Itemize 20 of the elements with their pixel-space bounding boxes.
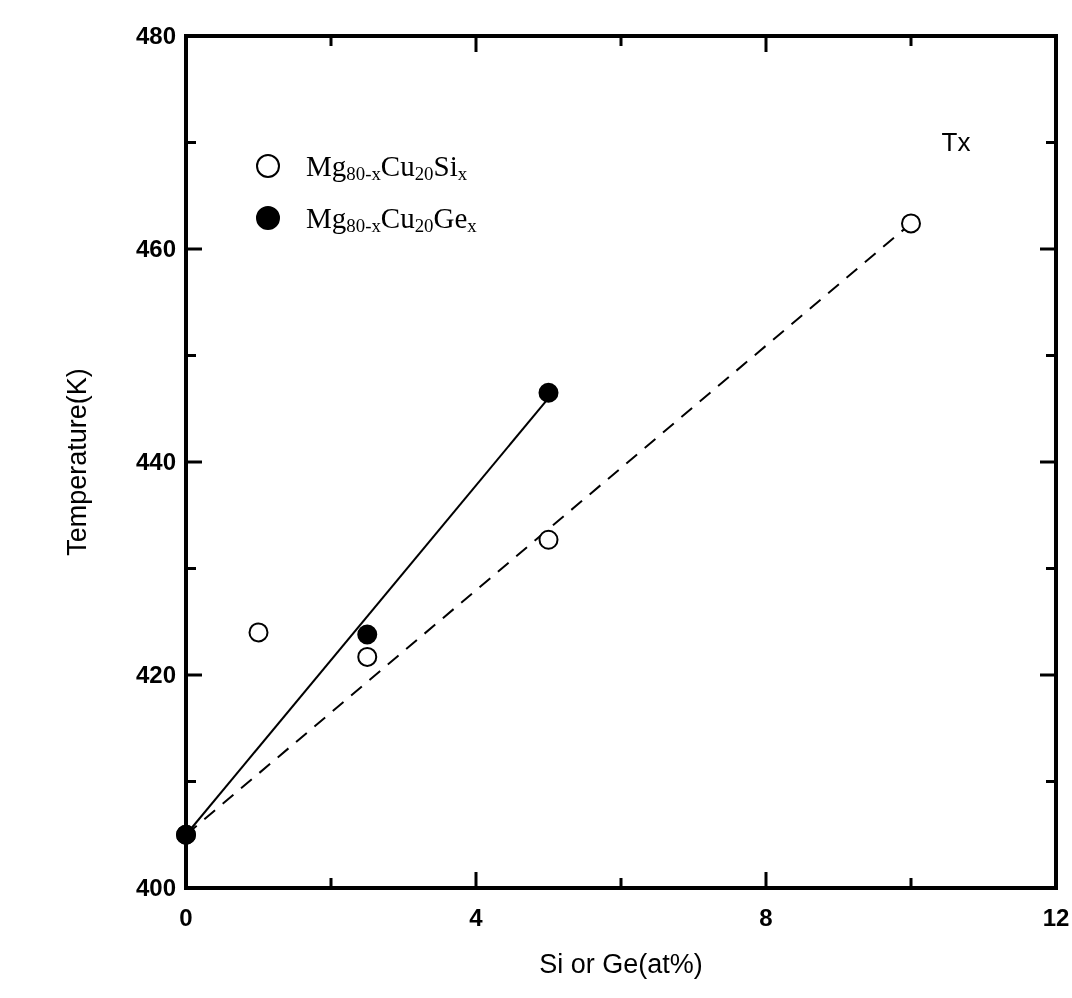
point: [248, 622, 269, 643]
x-axis-title: Si or Ge(at%): [539, 949, 703, 979]
x-tick-label: 4: [469, 904, 484, 931]
y-axis-title: Temperature(K): [62, 368, 92, 556]
point: [538, 382, 559, 403]
x-tick-label: 0: [179, 904, 193, 931]
x-tick-label: 12: [1042, 904, 1070, 931]
y-tick-label: 400: [135, 874, 176, 901]
point: [357, 624, 378, 645]
y-tick-label: 460: [135, 235, 176, 262]
y-tick-label: 480: [135, 22, 176, 49]
legend-label: Mg$_{80-x}$Cu$_{20}$Ge$_{x}$: [306, 202, 478, 236]
point: [538, 529, 559, 550]
y-tick-label: 420: [135, 661, 176, 688]
point: [357, 646, 378, 667]
legend-label: Mg$_{80-x}$Cu$_{20}$Si$_{x}$: [306, 150, 468, 184]
point: [901, 213, 921, 234]
y-tick-label: 440: [135, 448, 176, 475]
x-tick-label: 8: [759, 904, 773, 931]
annotation: Tx: [941, 127, 971, 157]
